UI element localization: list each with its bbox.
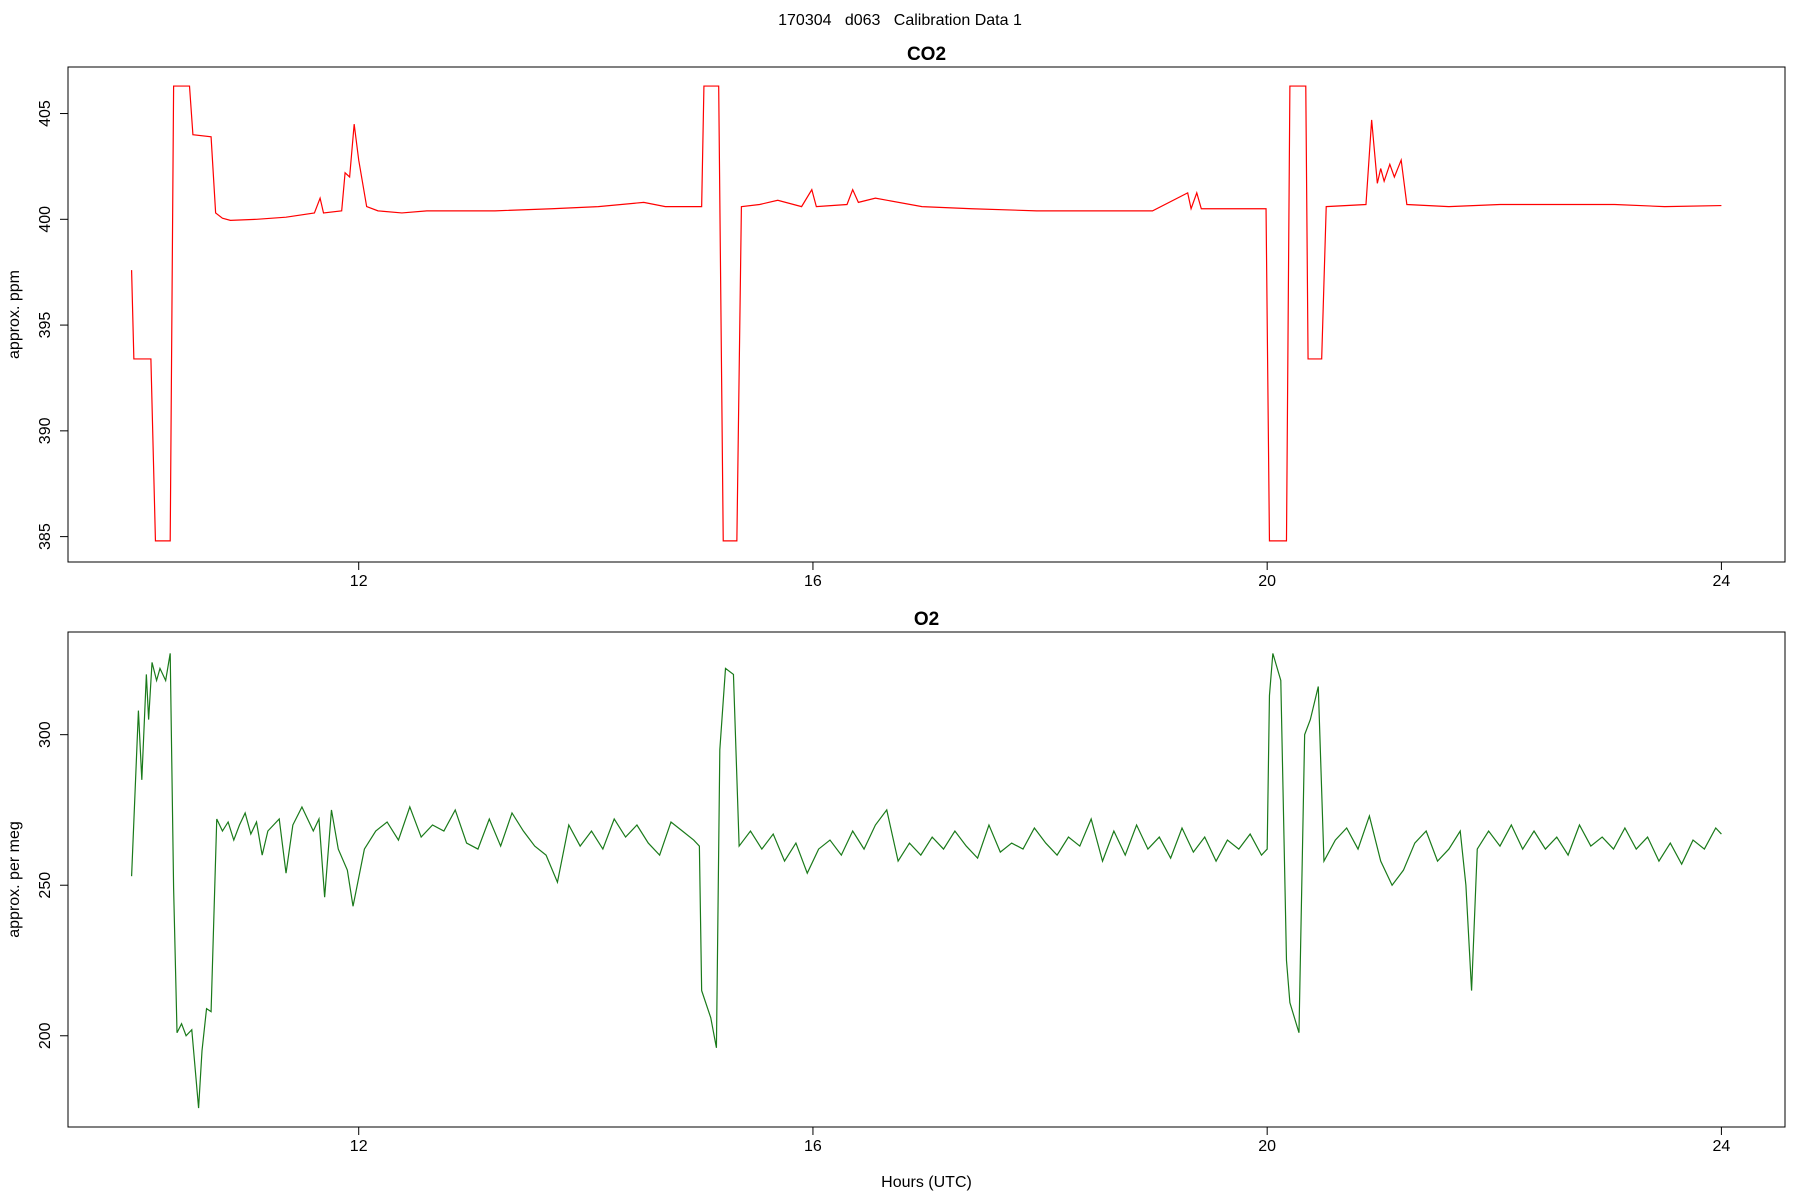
x-tick-label: 12 [350, 1138, 368, 1155]
page-title: 170304 d063 Calibration Data 1 [778, 12, 1022, 29]
y-tick-label: 395 [37, 312, 54, 339]
data-line [130, 85, 1722, 542]
y-tick-label: 405 [37, 100, 54, 127]
x-tick-label: 20 [1258, 573, 1276, 590]
x-axis-label: Hours (UTC) [881, 1174, 972, 1191]
panel-title: CO2 [907, 44, 946, 65]
y-tick-label: 390 [37, 417, 54, 444]
y-tick-label: 385 [37, 523, 54, 550]
y-axis-label: approx. ppm [6, 270, 23, 359]
y-tick-label: 250 [37, 872, 54, 899]
x-tick-label: 16 [804, 573, 822, 590]
plot-box [67, 631, 1786, 1128]
panel-title: O2 [914, 609, 939, 630]
y-tick-label: 200 [37, 1022, 54, 1049]
plot-box [67, 66, 1786, 563]
x-tick-label: 16 [804, 1138, 822, 1155]
y-tick-label: 300 [37, 721, 54, 748]
x-tick-label: 24 [1713, 1138, 1731, 1155]
x-tick-label: 24 [1713, 573, 1731, 590]
x-tick-label: 20 [1258, 1138, 1276, 1155]
x-tick-label: 12 [350, 573, 368, 590]
y-axis-label: approx. per meg [6, 821, 23, 938]
y-tick-label: 400 [37, 206, 54, 233]
data-line [130, 653, 1722, 1109]
